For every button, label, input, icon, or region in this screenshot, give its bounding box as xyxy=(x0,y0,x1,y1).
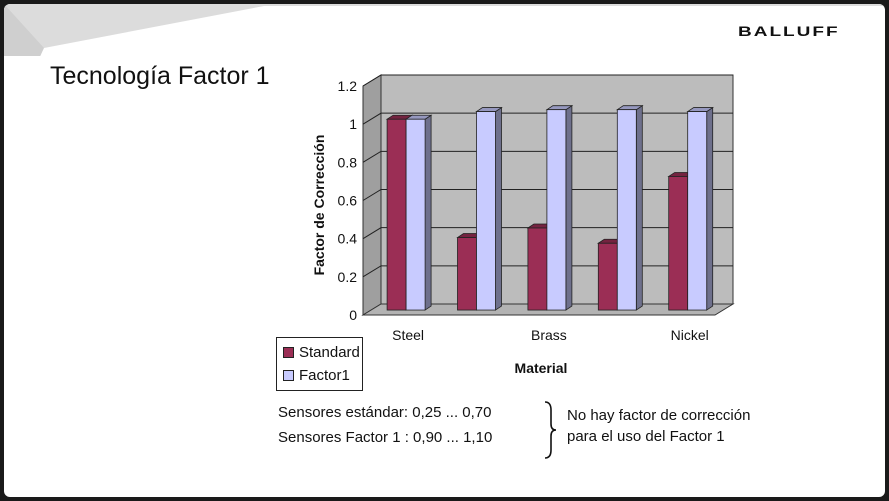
bar-chart: 0 0.2 0.4 0.6 0.8 1 1.2 Factor de Corrección Ste… xyxy=(311,74,735,376)
legend-label-factor1: Factor1 xyxy=(299,366,350,384)
gridline xyxy=(362,150,733,163)
legend-label-standard: Standard xyxy=(299,343,360,361)
y-tick-label: 1.2 xyxy=(338,78,358,94)
header-decoration xyxy=(4,4,885,56)
x-tick-label: Nickel xyxy=(671,327,709,343)
y-tick-label: 1 xyxy=(349,116,357,132)
legend-item-factor1: Factor1 xyxy=(283,365,350,385)
legend-swatch-factor1 xyxy=(283,369,294,381)
gridline xyxy=(362,227,733,240)
y-tick-label: 0.4 xyxy=(338,231,358,247)
y-tick-label: 0.6 xyxy=(338,193,358,209)
note-standard-range: Sensores estándar: 0,25 ... 0,70 xyxy=(278,404,492,421)
balluff-logo: BALLUFF xyxy=(738,24,840,40)
bar-factor1-1 xyxy=(475,106,503,311)
y-axis-title: Factor de Corrección xyxy=(311,135,327,276)
y-tick-label: 0.8 xyxy=(338,154,358,170)
slide-title: Tecnología Factor 1 xyxy=(50,62,270,90)
x-tick-label: Steel xyxy=(392,327,424,343)
legend-swatch-standard xyxy=(283,346,294,358)
gridline xyxy=(362,112,733,125)
x-tick-label: Brass xyxy=(531,327,567,343)
bar-factor1-4 xyxy=(686,106,715,311)
note-factor1-range: Sensores Factor 1 : 0,90 ... 1,10 xyxy=(278,429,493,446)
bar-factor1-3 xyxy=(615,104,644,311)
gridline xyxy=(362,189,733,201)
bar-factor1-0 xyxy=(404,114,433,311)
legend-item-standard: Standard xyxy=(283,342,360,362)
slide: BALLUFF Tecnología Factor 1 0 0.2 0.4 0.6 0.… xyxy=(4,4,885,497)
gridline xyxy=(362,74,733,87)
curly-brace-icon xyxy=(544,401,557,459)
note-no-correction-1: No hay factor de corrección xyxy=(567,407,751,424)
chart-legend: Standard Factor1 xyxy=(276,337,363,391)
bar-factor1-2 xyxy=(545,104,574,311)
y-tick-label: 0 xyxy=(349,307,357,323)
note-no-correction-2: para el uso del Factor 1 xyxy=(567,428,725,445)
y-tick-label: 0.2 xyxy=(338,269,358,285)
x-axis-title: Material xyxy=(515,360,568,376)
